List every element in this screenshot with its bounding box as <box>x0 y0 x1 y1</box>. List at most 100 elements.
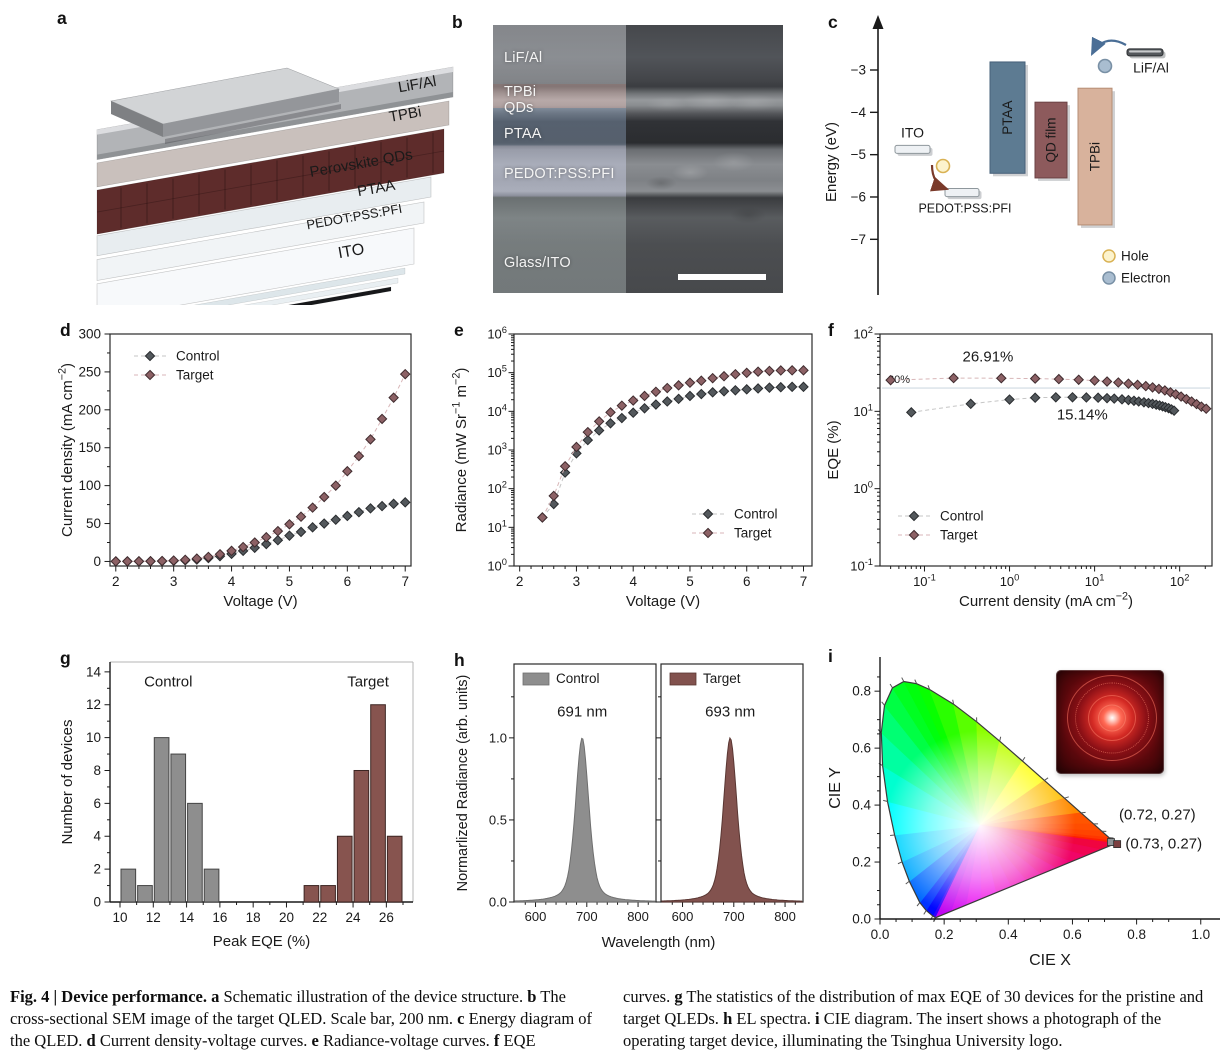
bar <box>336 835 353 903</box>
cie-gamut-fill <box>881 681 1116 918</box>
y-tick: 101 <box>487 518 507 534</box>
glass-sheet <box>287 286 392 305</box>
legend-label-target: Target <box>176 368 214 383</box>
spectrum-target: 600 700 800 Target 693 nm <box>656 663 804 924</box>
legend-label-control: Control <box>940 509 984 524</box>
bars-control <box>120 737 220 903</box>
energy-diagram: −3 −4 −5 −6 −7 Energy (eV) ITO PEDOT:PSS:PFI PTA… <box>823 15 1171 295</box>
y-tick: 0.0 <box>852 912 871 927</box>
x-tick: 7 <box>401 574 409 589</box>
annotation-15.14%: 15.14% <box>1057 406 1108 423</box>
y-tick: 250 <box>78 364 101 379</box>
caption-bold-run: h <box>723 1008 733 1028</box>
x-tick: 5 <box>686 574 694 589</box>
bar-label: TPBi <box>1088 142 1103 171</box>
caption-run: Radiance-voltage curves. <box>318 1030 494 1050</box>
caption-left-column: Fig. 4 | Device performance. a Schematic… <box>10 986 605 1052</box>
x-tick: 800 <box>774 909 796 924</box>
y-tick: 2 <box>93 862 101 877</box>
caption-run: Energy diagram of the QLED. <box>10 1008 593 1050</box>
x-tick: 101 <box>1085 573 1105 589</box>
legend-label-control: Control <box>176 349 220 364</box>
sem-label-tpbi: TPBi <box>504 83 537 100</box>
caption-run: Schematic illustration of the device str… <box>219 987 528 1006</box>
seal-outer-ring <box>1067 674 1158 761</box>
y-tick: 300 <box>78 327 101 342</box>
sem-layer-tint-overlay <box>493 25 627 293</box>
caption-right-column: curves. g The statistics of the distribu… <box>623 986 1218 1052</box>
x-tick: 102 <box>1170 573 1190 589</box>
y-tick: 50 <box>86 516 101 531</box>
panel-letter-g: g <box>60 648 71 668</box>
bar-label: PEDOT:PSS:PFI <box>918 202 1011 216</box>
glass-sheet <box>193 267 406 305</box>
legend-label-control: Control <box>556 671 600 686</box>
caption-bold-run: a <box>211 987 220 1006</box>
y-tick: 0.0 <box>489 895 507 910</box>
layer-label: ITO <box>337 241 366 262</box>
peak-label-control: 691 nm <box>557 704 607 721</box>
caption-bold-run: Fig. 4 | Device performance. <box>10 987 212 1006</box>
caption-bold-run: g <box>674 987 683 1006</box>
seal-inner-ring <box>1088 694 1137 741</box>
bars-target <box>303 704 403 903</box>
x-tick: 14 <box>179 910 195 925</box>
scale-bar <box>678 274 766 280</box>
y-tick: 0.4 <box>852 798 871 813</box>
y-axis-label: CIE Y <box>827 767 844 809</box>
electron-injection-arrow <box>1091 36 1127 56</box>
x-tick: 0.2 <box>935 927 954 942</box>
y-tick: 100 <box>78 478 101 493</box>
energy-tick: −4 <box>851 105 867 120</box>
energy-bar-tpbi: TPBi <box>1077 87 1115 228</box>
energy-bar-lif-al: LiF/Al <box>1126 48 1169 76</box>
x-tick: 1.0 <box>1191 927 1210 942</box>
x-tick: 4 <box>228 574 236 589</box>
seal-dotted-ring <box>1075 682 1150 754</box>
peak-label-target: 693 nm <box>705 704 755 721</box>
caption-bold-run: d <box>86 1030 96 1050</box>
x-tick: 10-1 <box>913 573 936 589</box>
y-tick: 0.6 <box>852 741 871 756</box>
y-tick: 0 <box>93 895 101 910</box>
y-axis-label: Current density (mA cm−2) <box>58 363 76 537</box>
bar <box>170 753 187 903</box>
x-tick: 0.8 <box>1127 927 1146 942</box>
y-tick: 14 <box>86 664 102 679</box>
bar <box>153 737 170 903</box>
x-tick: 600 <box>672 909 694 924</box>
y-tick: 1.0 <box>489 730 507 745</box>
panel-letter-b: b <box>452 12 463 32</box>
y-tick: 101 <box>853 402 873 418</box>
energy-bar-ptaa: PTAA <box>989 61 1028 177</box>
x-axis-label: Peak EQE (%) <box>213 933 311 950</box>
bar <box>187 802 203 903</box>
bar <box>320 885 336 903</box>
caption-bold-run: f <box>493 1030 500 1050</box>
x-axis-label: Current density (mA cm−2) <box>959 591 1133 610</box>
y-tick: 102 <box>853 325 873 341</box>
x-axis-label: Voltage (V) <box>626 593 700 610</box>
y-tick: 106 <box>487 325 507 341</box>
cie-diagram: 0.0 0.2 0.4 0.6 0.8 1.0 0.0 0.2 0.4 0.6 0.8 CIE X CI… <box>827 657 1220 969</box>
x-tick: 5 <box>286 574 294 589</box>
bar <box>353 769 370 903</box>
x-tick: 600 <box>525 909 547 924</box>
x-tick: 7 <box>800 574 808 589</box>
x-axis-label: CIE X <box>1029 952 1071 969</box>
legend-label-hole: Hole <box>1121 249 1149 264</box>
energy-tick: −7 <box>851 232 866 247</box>
panel-letter-a: a <box>57 8 67 28</box>
x-tick: 26 <box>379 910 394 925</box>
top-electrode-plate <box>109 67 341 144</box>
legend-marker-hole <box>1102 249 1116 263</box>
x-tick: 12 <box>146 910 161 925</box>
energy-bar-pedot-pss-pfi: PEDOT:PSS:PFI <box>918 188 1012 216</box>
x-tick: 22 <box>312 910 327 925</box>
legend-swatch-target <box>669 672 697 686</box>
electron-carrier <box>1097 58 1113 74</box>
x-tick: 16 <box>212 910 227 925</box>
seal-core-ring <box>1098 704 1127 732</box>
cie-coord-label-control: (0.72, 0.27) <box>1119 806 1196 823</box>
